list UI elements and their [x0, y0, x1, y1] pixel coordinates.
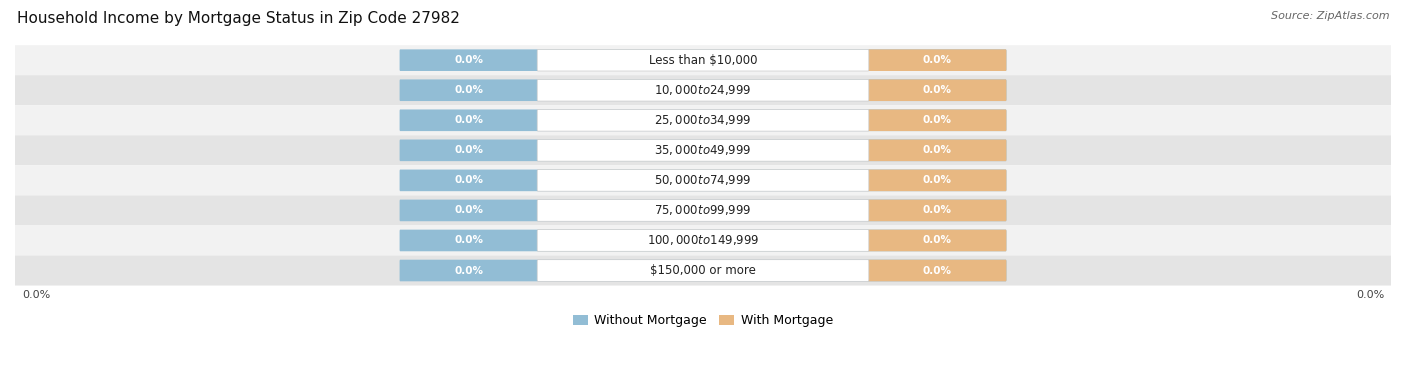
- FancyBboxPatch shape: [15, 45, 1391, 75]
- Text: 0.0%: 0.0%: [922, 85, 952, 95]
- Text: 0.0%: 0.0%: [922, 236, 952, 245]
- FancyBboxPatch shape: [15, 195, 1391, 225]
- Text: $35,000 to $49,999: $35,000 to $49,999: [654, 143, 752, 157]
- Text: 0.0%: 0.0%: [454, 175, 484, 185]
- FancyBboxPatch shape: [868, 109, 1007, 131]
- Text: 0.0%: 0.0%: [1355, 290, 1384, 300]
- FancyBboxPatch shape: [868, 199, 1007, 221]
- FancyBboxPatch shape: [399, 230, 1007, 251]
- FancyBboxPatch shape: [868, 80, 1007, 101]
- Text: 0.0%: 0.0%: [454, 145, 484, 155]
- Text: 0.0%: 0.0%: [454, 55, 484, 65]
- Text: 0.0%: 0.0%: [922, 145, 952, 155]
- FancyBboxPatch shape: [868, 170, 1007, 191]
- FancyBboxPatch shape: [537, 139, 869, 161]
- FancyBboxPatch shape: [15, 225, 1391, 256]
- FancyBboxPatch shape: [15, 256, 1391, 285]
- FancyBboxPatch shape: [15, 135, 1391, 166]
- Text: $75,000 to $99,999: $75,000 to $99,999: [654, 204, 752, 218]
- Text: $150,000 or more: $150,000 or more: [650, 264, 756, 277]
- FancyBboxPatch shape: [399, 260, 1007, 281]
- FancyBboxPatch shape: [399, 49, 1007, 71]
- FancyBboxPatch shape: [537, 260, 869, 281]
- FancyBboxPatch shape: [399, 80, 1007, 101]
- FancyBboxPatch shape: [537, 230, 869, 251]
- Text: 0.0%: 0.0%: [922, 175, 952, 185]
- Text: 0.0%: 0.0%: [922, 205, 952, 215]
- FancyBboxPatch shape: [537, 109, 869, 131]
- Legend: Without Mortgage, With Mortgage: Without Mortgage, With Mortgage: [568, 309, 838, 332]
- FancyBboxPatch shape: [399, 109, 1007, 131]
- FancyBboxPatch shape: [15, 166, 1391, 195]
- FancyBboxPatch shape: [868, 139, 1007, 161]
- Text: 0.0%: 0.0%: [922, 115, 952, 125]
- Text: 0.0%: 0.0%: [454, 236, 484, 245]
- Text: 0.0%: 0.0%: [454, 265, 484, 276]
- FancyBboxPatch shape: [537, 49, 869, 71]
- FancyBboxPatch shape: [868, 260, 1007, 281]
- FancyBboxPatch shape: [399, 170, 1007, 191]
- Text: $10,000 to $24,999: $10,000 to $24,999: [654, 83, 752, 97]
- Text: 0.0%: 0.0%: [922, 265, 952, 276]
- FancyBboxPatch shape: [868, 49, 1007, 71]
- Text: $25,000 to $34,999: $25,000 to $34,999: [654, 113, 752, 127]
- FancyBboxPatch shape: [15, 105, 1391, 135]
- Text: Less than $10,000: Less than $10,000: [648, 54, 758, 67]
- Text: 0.0%: 0.0%: [454, 115, 484, 125]
- Text: 0.0%: 0.0%: [22, 290, 51, 300]
- Text: $100,000 to $149,999: $100,000 to $149,999: [647, 233, 759, 247]
- Text: 0.0%: 0.0%: [922, 55, 952, 65]
- Text: $50,000 to $74,999: $50,000 to $74,999: [654, 173, 752, 187]
- FancyBboxPatch shape: [15, 75, 1391, 105]
- FancyBboxPatch shape: [399, 139, 1007, 161]
- Text: 0.0%: 0.0%: [454, 85, 484, 95]
- FancyBboxPatch shape: [537, 80, 869, 101]
- FancyBboxPatch shape: [537, 170, 869, 191]
- Text: Household Income by Mortgage Status in Zip Code 27982: Household Income by Mortgage Status in Z…: [17, 11, 460, 26]
- FancyBboxPatch shape: [537, 199, 869, 221]
- Text: Source: ZipAtlas.com: Source: ZipAtlas.com: [1271, 11, 1389, 21]
- FancyBboxPatch shape: [399, 199, 1007, 221]
- Text: 0.0%: 0.0%: [454, 205, 484, 215]
- FancyBboxPatch shape: [868, 230, 1007, 251]
